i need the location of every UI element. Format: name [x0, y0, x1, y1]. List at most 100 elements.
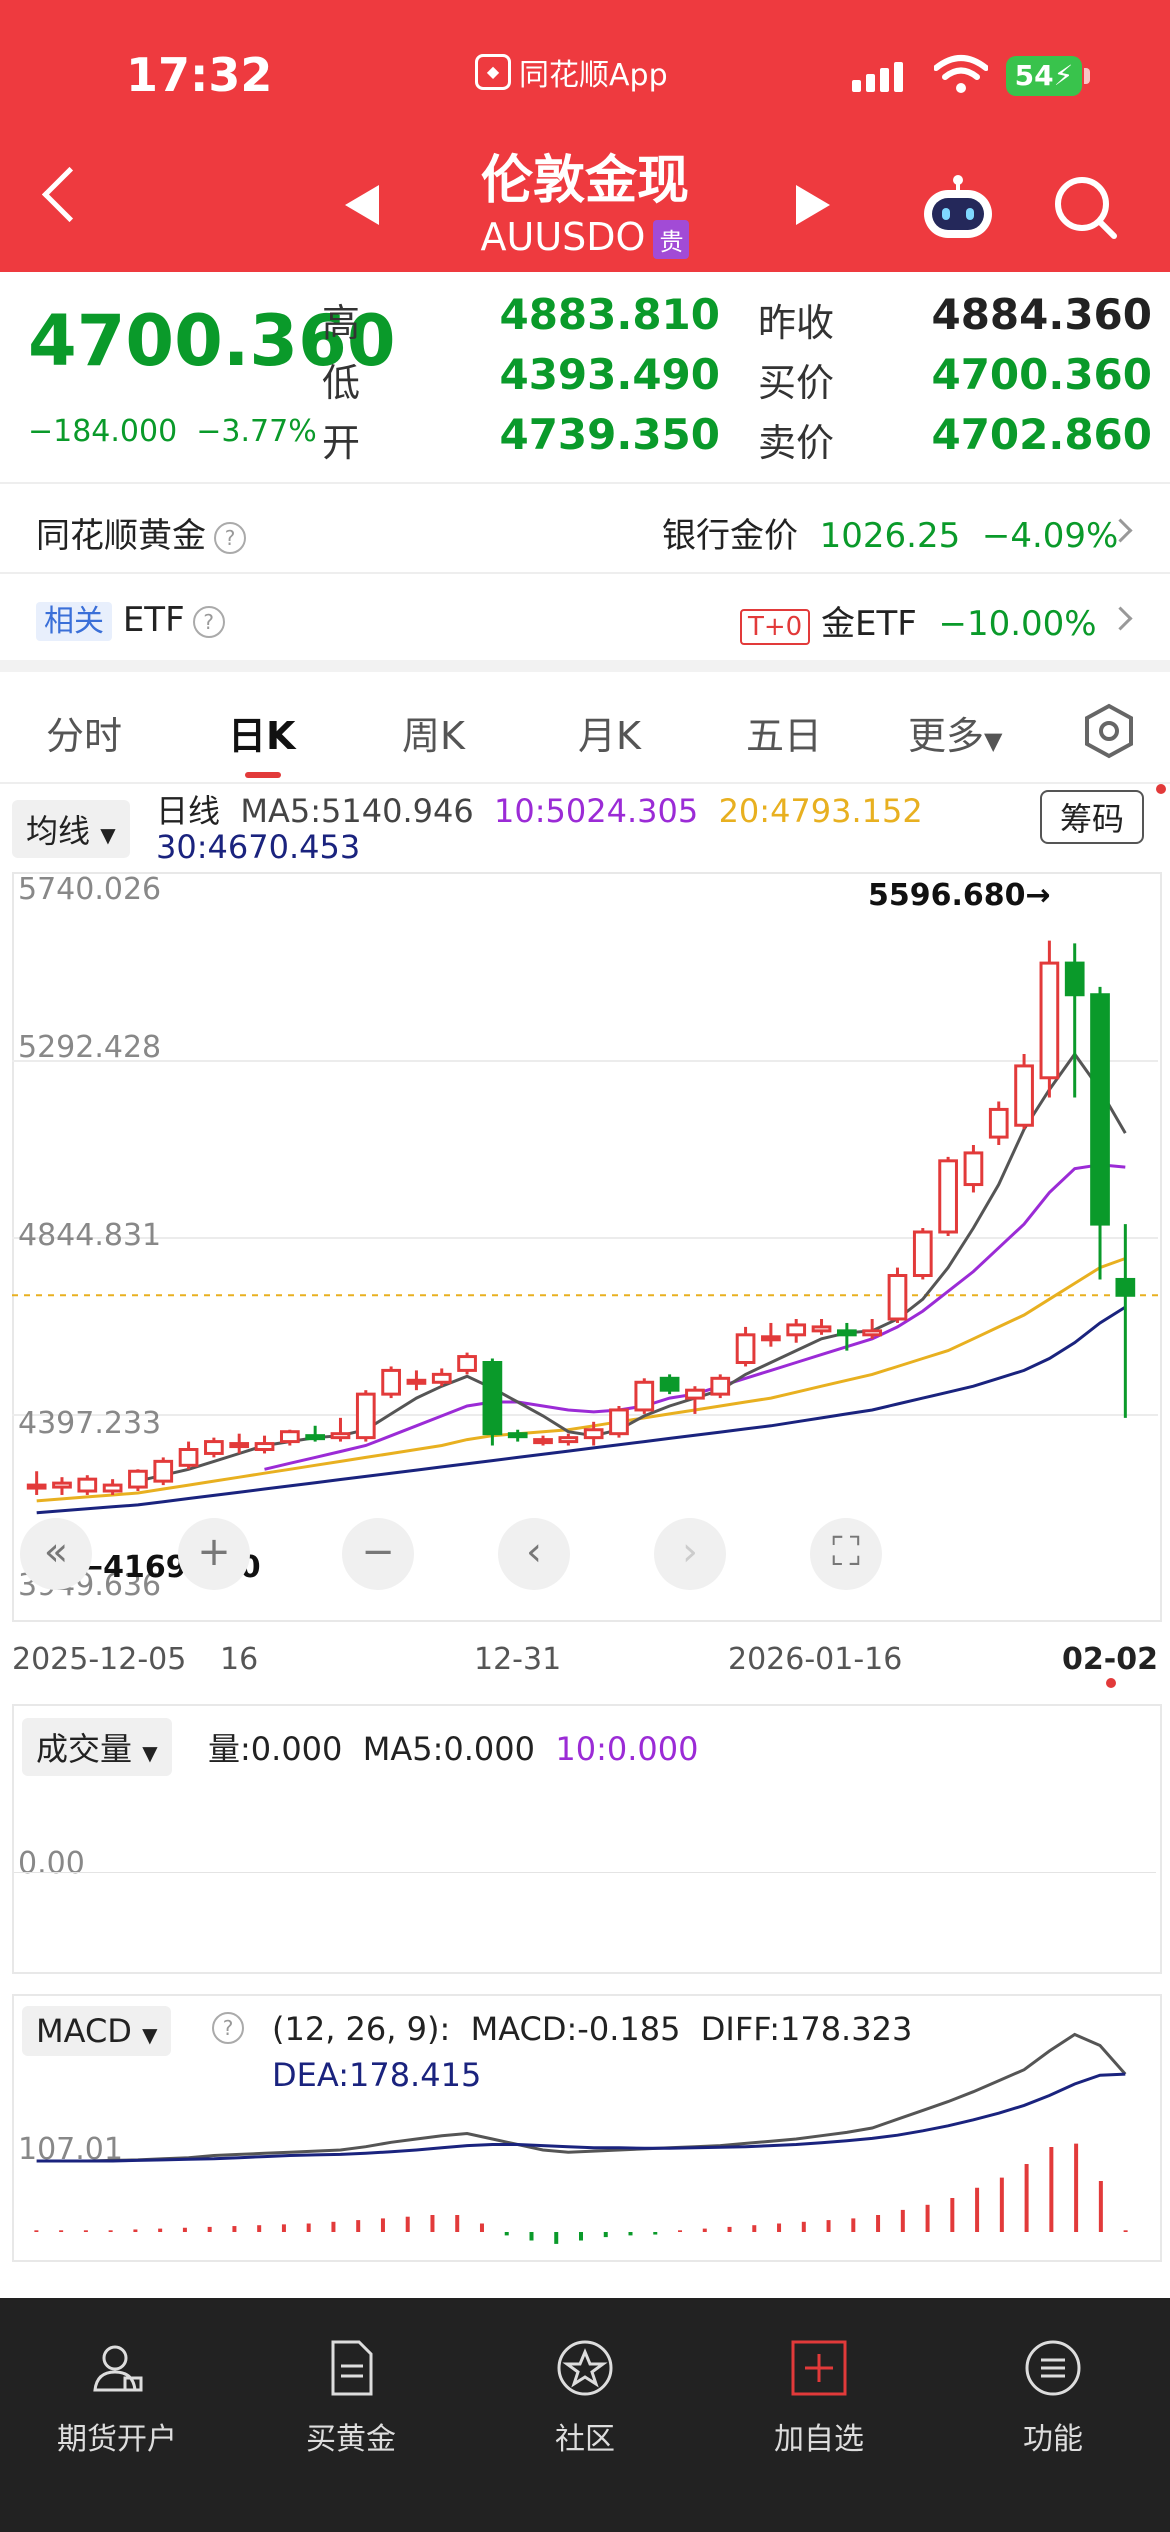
document-icon [331, 2340, 373, 2396]
bank-gold-row[interactable]: 银行金价 1026.25 −4.09% [662, 508, 1118, 557]
next-instrument-icon[interactable] [796, 185, 830, 225]
period-label: 日线 [156, 792, 221, 830]
candle-body [836, 1329, 857, 1337]
open-value: 4739.350 [499, 410, 720, 459]
macd-chart[interactable] [12, 1994, 1158, 2258]
t0-tag: T+0 [740, 609, 811, 645]
nav-buy-gold[interactable]: 买黄金 [234, 2298, 468, 2458]
nav-add-watchlist[interactable]: 加自选 [702, 2298, 936, 2458]
ma20-value: 20:4793.152 [718, 792, 923, 830]
tab-five-day[interactable]: 五日 [746, 714, 823, 758]
volume-legend: 量:0.000 MA5:0.000 10:0.000 [208, 1724, 698, 1770]
last-price: 4700.360 [28, 300, 396, 382]
current-date-dot [1106, 1678, 1116, 1688]
help-icon[interactable]: ? [192, 605, 225, 638]
candle-body [963, 1151, 984, 1187]
scroll-left-fast-icon[interactable]: « [20, 1518, 92, 1590]
candle-body [507, 1432, 528, 1439]
candle-body [26, 1483, 47, 1490]
zoom-out-icon[interactable]: − [342, 1518, 414, 1590]
volume-panel[interactable] [12, 1704, 1162, 1974]
scroll-left-icon[interactable]: ‹ [498, 1518, 570, 1590]
candle-body [457, 1355, 477, 1372]
macd-diff-line [36, 2032, 1127, 2163]
candle-body [204, 1440, 224, 1455]
volume-dropdown[interactable]: 成交量 ▼ [22, 1718, 172, 1776]
ma-dropdown[interactable]: 均线 ▼ [12, 800, 130, 858]
candle-body [178, 1447, 199, 1467]
top-header: 17:32 ◆ 同花顺App 54⚡ 伦敦金现 AUUSDO 贵 [0, 0, 1170, 272]
prev-close-label: 昨收 [758, 301, 835, 345]
chevron-right-icon[interactable] [1108, 606, 1133, 631]
nav-community[interactable]: 社区 [468, 2298, 702, 2458]
candle-body [305, 1434, 326, 1441]
candle-body [1064, 961, 1085, 997]
volume-y-tick: 0.00 [18, 1846, 85, 1881]
bottom-navigation: 期货开户 买黄金 社区 加自选 功能 [0, 2298, 1170, 2532]
ths-gold-label: 同花顺黄金 [36, 516, 206, 556]
candle-body [1014, 1064, 1034, 1127]
macd-dropdown[interactable]: MACD ▼ [22, 2006, 172, 2056]
candle-body [887, 1274, 908, 1321]
tab-daily-k[interactable]: 日K [228, 714, 296, 758]
candle-body [659, 1376, 680, 1392]
ma20-line [36, 1257, 1126, 1503]
y-tick-label: 5292.428 [18, 1030, 162, 1065]
battery-tip [1084, 68, 1090, 84]
user-id-icon [93, 2345, 143, 2392]
volume-dropdown-label: 成交量 [36, 1730, 133, 1768]
max-price-label: 5596.680→ [868, 878, 1051, 913]
scroll-right-icon[interactable]: › [654, 1518, 726, 1590]
nav-label: 期货开户 [57, 2422, 177, 2457]
prev-instrument-icon[interactable] [345, 185, 379, 225]
app-logo-icon: ◆ [475, 54, 511, 90]
chip-distribution-button[interactable]: 筹码 [1040, 790, 1145, 844]
open-label: 开 [322, 421, 361, 465]
y-tick-label: 5740.026 [18, 872, 162, 907]
signal-icon [852, 62, 903, 92]
candle-body [583, 1428, 604, 1440]
candle-body [811, 1325, 832, 1333]
zoom-in-icon[interactable]: + [178, 1518, 250, 1590]
tab-more[interactable]: 更多▼ [908, 705, 1002, 760]
price-change: −184.000 −3.77% [28, 414, 317, 449]
candle-body [406, 1378, 427, 1385]
ths-gold-row[interactable]: 同花顺黄金? [36, 508, 246, 557]
ma30-line [36, 1305, 1127, 1515]
macd-help-icon[interactable]: ? [212, 2012, 244, 2044]
search-icon[interactable] [1050, 172, 1120, 242]
nav-futures-account[interactable]: 期货开户 [0, 2298, 234, 2458]
tab-monthly-k[interactable]: 月K [578, 714, 641, 758]
fullscreen-icon[interactable]: ⛶ [810, 1518, 882, 1590]
instrument-code-text: AUUSDO [480, 215, 646, 259]
low-value: 4393.490 [499, 350, 720, 399]
page-title: 伦敦金现 [480, 151, 689, 211]
macd-diff: DIFF:178.323 [700, 2010, 913, 2048]
tab-weekly-k[interactable]: 周K [402, 714, 465, 758]
ma30-value: 30:4670.453 [156, 828, 361, 866]
settings-hexagon-icon[interactable] [1080, 702, 1138, 760]
candle-body [229, 1442, 250, 1449]
macd-panel[interactable] [12, 1994, 1162, 2262]
kline-panel[interactable] [12, 872, 1162, 1622]
x-tick-label: 12-31 [474, 1642, 562, 1677]
candle-body [381, 1368, 401, 1396]
nav-label: 社区 [555, 2422, 615, 2457]
assistant-robot-icon[interactable] [918, 172, 998, 242]
macd-dea: DEA:178.415 [272, 2056, 482, 2094]
candle-body [761, 1335, 781, 1342]
ma10-line [264, 1163, 1126, 1471]
related-etf-row[interactable]: 相关 ETF? [36, 596, 225, 641]
candle-body [1090, 993, 1110, 1226]
candle-body [1115, 1277, 1136, 1297]
x-tick-label: 16 [220, 1642, 259, 1677]
candle-body [786, 1323, 807, 1337]
related-tag: 相关 [36, 602, 112, 641]
help-icon[interactable]: ? [214, 521, 246, 554]
gold-etf-row[interactable]: T+0 金ETF −10.00% [740, 596, 1097, 645]
kline-chart[interactable] [12, 872, 1158, 1618]
ask-value: 4702.860 [931, 410, 1152, 459]
bank-gold-label: 银行金价 [662, 516, 798, 556]
nav-functions[interactable]: 功能 [936, 2298, 1170, 2458]
tab-intraday[interactable]: 分时 [46, 714, 123, 758]
